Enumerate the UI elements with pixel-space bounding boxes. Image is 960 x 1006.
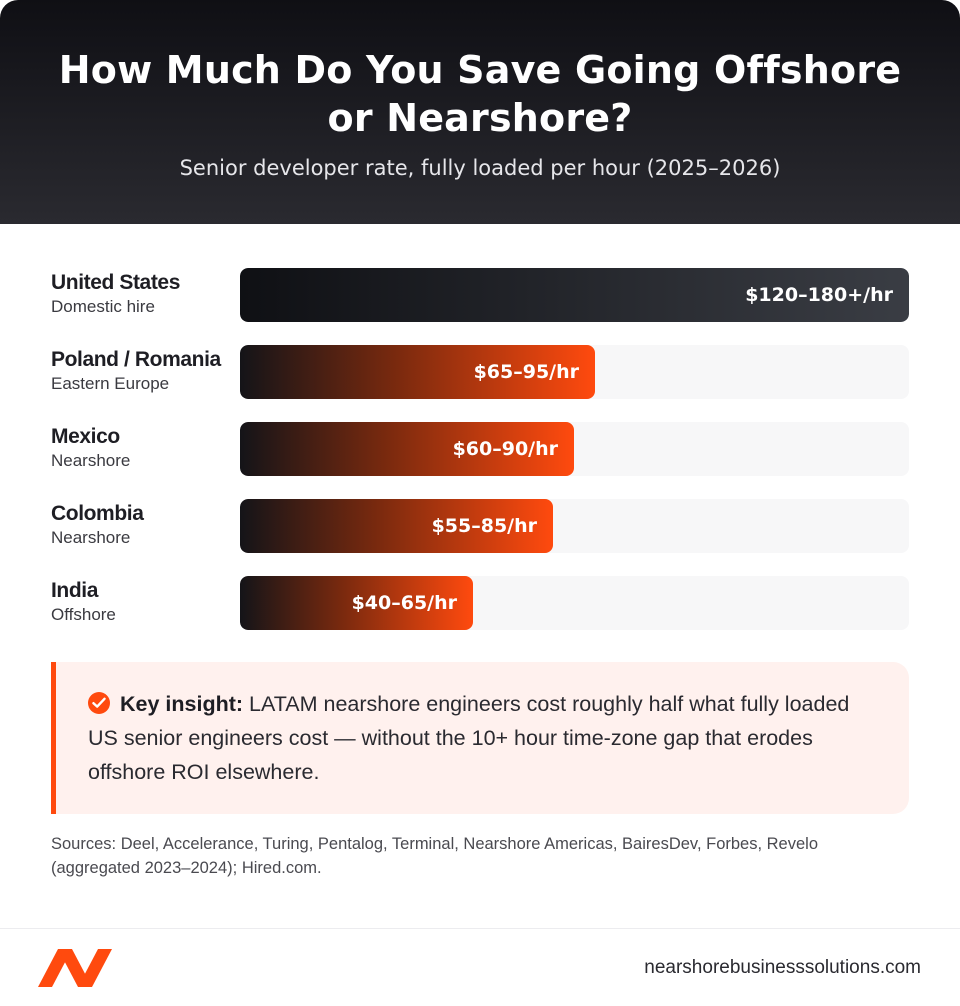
category-label: Colombia — [51, 502, 144, 525]
category-label: Mexico — [51, 425, 120, 448]
bar: $40–65/hr — [240, 576, 473, 630]
bar-value-label: $55–85/hr — [431, 515, 537, 537]
subcategory-label: Nearshore — [51, 528, 131, 547]
category-label: United States — [51, 271, 180, 294]
chart-row: United States Domestic hire $120–180+/hr — [0, 268, 960, 322]
row-label: Colombia Nearshore — [51, 502, 144, 550]
chart-row: Mexico Nearshore $60–90/hr — [0, 422, 960, 476]
sources-note: Sources: Deel, Accelerance, Turing, Pent… — [51, 835, 818, 877]
subcategory-label: Offshore — [51, 605, 116, 624]
bar-track: $40–65/hr — [240, 576, 909, 630]
subcategory-label: Domestic hire — [51, 297, 155, 316]
footer-domain: nearshorebusinesssolutions.com — [644, 957, 921, 978]
footer: nearshorebusinesssolutions.com — [0, 928, 960, 1006]
chart-row: Poland / Romania Eastern Europe $65–95/hr — [0, 345, 960, 399]
bar-value-label: $40–65/hr — [351, 592, 457, 614]
chart-title: How Much Do You Save Going Offshore or N… — [0, 46, 960, 142]
chart-row: India Offshore $40–65/hr — [0, 576, 960, 630]
subcategory-label: Eastern Europe — [51, 374, 170, 393]
category-label: Poland / Romania — [51, 348, 221, 371]
category-label: India — [51, 579, 99, 602]
header: How Much Do You Save Going Offshore or N… — [0, 0, 960, 224]
bar-value-label: $120–180+/hr — [745, 284, 893, 306]
bar: $120–180+/hr — [240, 268, 909, 322]
subcategory-label: Nearshore — [51, 451, 131, 470]
bar: $65–95/hr — [240, 345, 595, 399]
bar: $55–85/hr — [240, 499, 553, 553]
insight-lead: Key insight: — [120, 692, 244, 716]
row-label: Poland / Romania Eastern Europe — [51, 348, 221, 396]
key-insight-callout: Key insight: LATAM nearshore engineers c… — [51, 662, 909, 814]
chart-row: Colombia Nearshore $55–85/hr — [0, 499, 960, 553]
chart-title-line-2: or Nearshore? — [327, 96, 633, 140]
bar-track: $55–85/hr — [240, 499, 909, 553]
chart-title-line-1: How Much Do You Save Going Offshore — [58, 48, 902, 92]
row-label: Mexico Nearshore — [51, 425, 130, 473]
bar: $60–90/hr — [240, 422, 574, 476]
bar-track: $120–180+/hr — [240, 268, 909, 322]
bar-value-label: $65–95/hr — [473, 361, 579, 383]
row-label: United States Domestic hire — [51, 271, 180, 319]
chart-subtitle: Senior developer rate, fully loaded per … — [179, 156, 781, 180]
bar-value-label: $60–90/hr — [452, 438, 558, 460]
bar-track: $60–90/hr — [240, 422, 909, 476]
bar-track: $65–95/hr — [240, 345, 909, 399]
row-label: India Offshore — [51, 579, 116, 627]
insight-text: LATAM nearshore engineers cost roughly h… — [88, 692, 850, 784]
nearshore-logo-icon — [36, 947, 116, 994]
check-circle-icon — [88, 692, 110, 714]
